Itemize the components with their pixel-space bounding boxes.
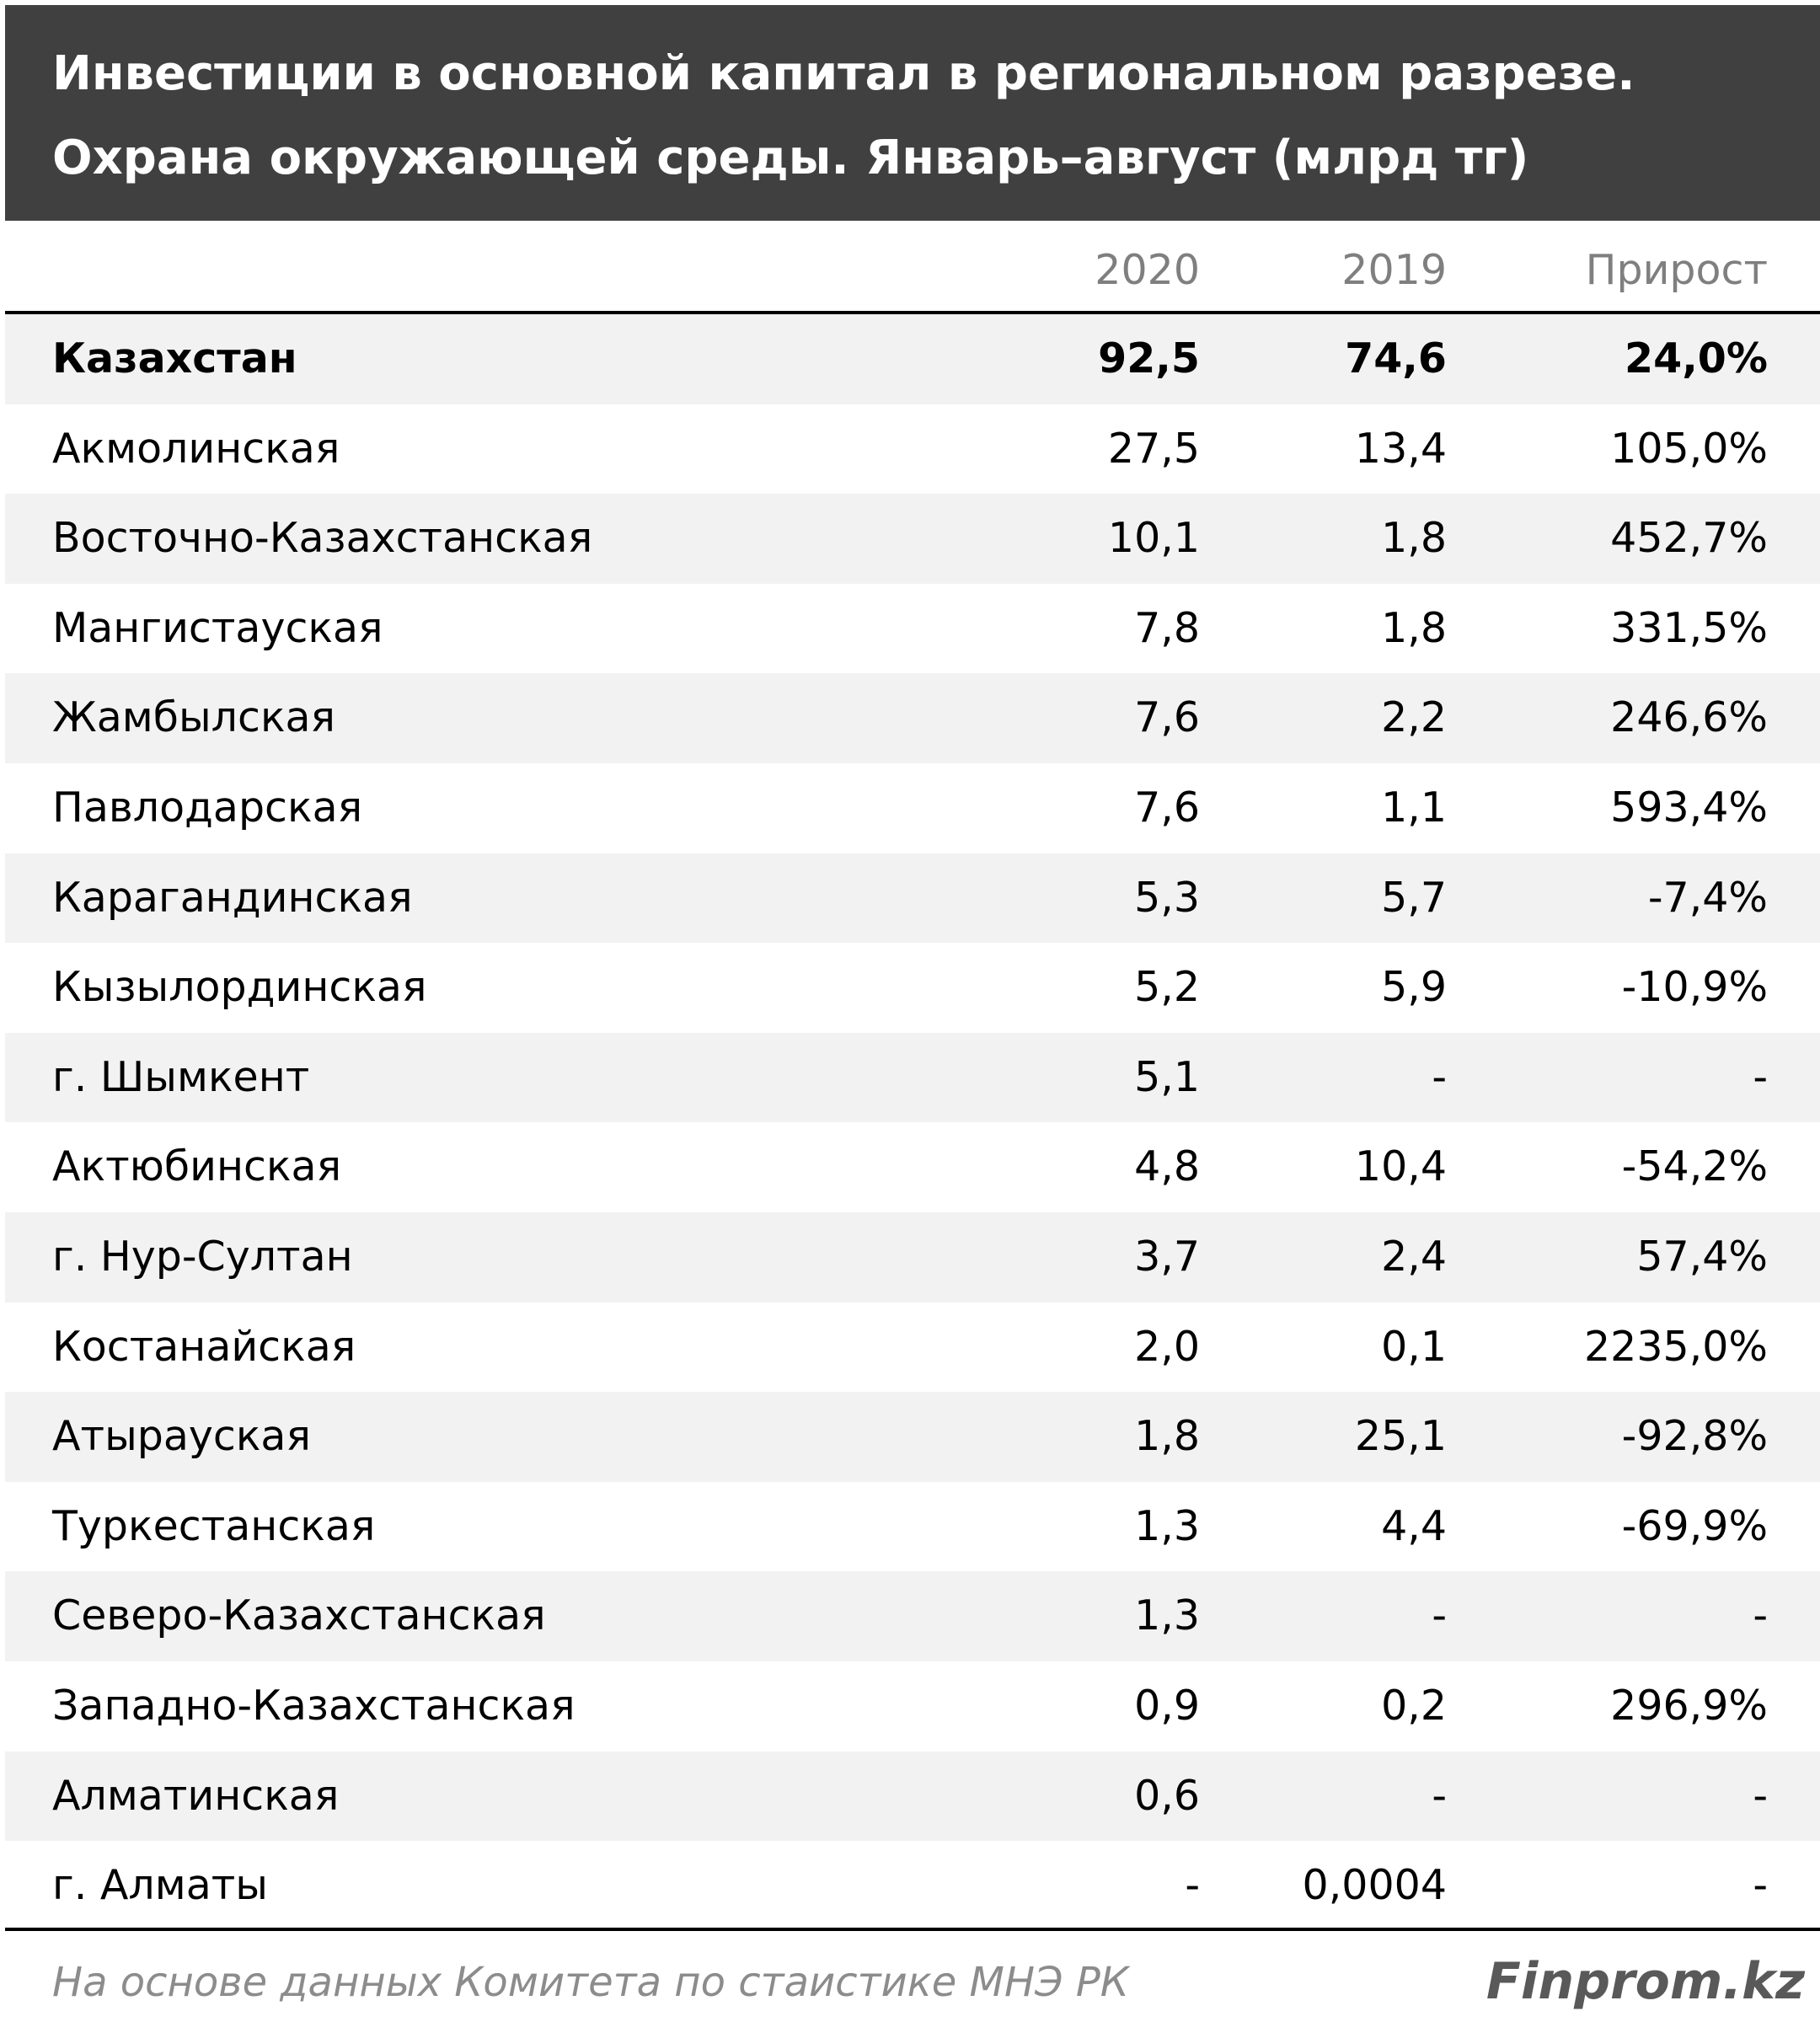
table-value: - bbox=[1432, 1052, 1447, 1101]
header-rule bbox=[5, 311, 1820, 314]
table-value: 2,0 bbox=[1134, 1322, 1200, 1371]
table-value: 0,1 bbox=[1381, 1322, 1447, 1371]
table-value: -92,8% bbox=[1621, 1412, 1768, 1461]
region-name: Алматинская bbox=[52, 1771, 340, 1820]
table-value: 1,1 bbox=[1381, 784, 1447, 832]
table-value: 27,5 bbox=[1107, 424, 1200, 473]
bottom-rule bbox=[5, 1928, 1820, 1931]
table-value: - bbox=[1753, 1591, 1768, 1640]
row-band bbox=[5, 1212, 1820, 1303]
table-value: 10,4 bbox=[1354, 1142, 1447, 1191]
region-name: Карагандинская bbox=[52, 873, 413, 922]
column-header: 2020 bbox=[1095, 246, 1200, 294]
table-value: 4,4 bbox=[1381, 1501, 1447, 1550]
region-name: г. Алматы bbox=[52, 1861, 268, 1910]
table-value: 593,4% bbox=[1610, 784, 1768, 832]
table-value: 13,4 bbox=[1354, 424, 1447, 473]
table-value: 1,8 bbox=[1381, 603, 1447, 652]
table-value: -69,9% bbox=[1621, 1501, 1768, 1550]
table-value: 1,3 bbox=[1134, 1591, 1200, 1640]
table-value: 296,9% bbox=[1610, 1682, 1768, 1730]
table-value: 7,6 bbox=[1134, 693, 1200, 742]
region-name: Туркестанская bbox=[52, 1501, 376, 1550]
region-name: Казахстан bbox=[52, 334, 297, 382]
header-band bbox=[5, 5, 1820, 221]
table-value: 1,3 bbox=[1134, 1501, 1200, 1550]
region-name: г. Шымкент bbox=[52, 1052, 310, 1101]
table-value: - bbox=[1185, 1861, 1200, 1910]
region-name: Кызылординская bbox=[52, 963, 427, 1012]
region-name: Восточно-Казахстанская bbox=[52, 514, 593, 563]
table-value: 2,4 bbox=[1381, 1233, 1447, 1281]
table-value: 25,1 bbox=[1354, 1412, 1447, 1461]
table-value: 5,9 bbox=[1381, 963, 1447, 1012]
table-value: 1,8 bbox=[1381, 514, 1447, 563]
table-value: 10,1 bbox=[1107, 514, 1200, 563]
table-value: -54,2% bbox=[1621, 1142, 1768, 1191]
table-value: 74,6 bbox=[1345, 334, 1447, 382]
table-value: 5,3 bbox=[1134, 873, 1200, 922]
table-value: 3,7 bbox=[1134, 1233, 1200, 1281]
table-value: - bbox=[1432, 1771, 1447, 1820]
region-name: Жамбылская bbox=[52, 693, 336, 742]
table-value: 452,7% bbox=[1610, 514, 1768, 563]
table-value: 0,2 bbox=[1381, 1682, 1447, 1730]
table-value: 1,8 bbox=[1134, 1412, 1200, 1461]
row-band bbox=[5, 1392, 1820, 1482]
source-note: На основе данных Комитета по стаистике М… bbox=[52, 1959, 1129, 2006]
table-value: 2,2 bbox=[1381, 693, 1447, 742]
table-value: 0,6 bbox=[1134, 1771, 1200, 1820]
row-band bbox=[5, 673, 1820, 763]
table-value: - bbox=[1753, 1771, 1768, 1820]
table-value: - bbox=[1432, 1591, 1447, 1640]
table-value: 2235,0% bbox=[1583, 1322, 1768, 1371]
table-value: 331,5% bbox=[1610, 603, 1768, 652]
table-value: 105,0% bbox=[1610, 424, 1768, 473]
table-value: 24,0% bbox=[1625, 334, 1768, 382]
table-value: -10,9% bbox=[1621, 963, 1768, 1012]
table-value: 7,8 bbox=[1134, 603, 1200, 652]
table-value: 5,1 bbox=[1134, 1052, 1200, 1101]
row-band bbox=[5, 853, 1820, 944]
table-value: 5,2 bbox=[1134, 963, 1200, 1012]
table-value: 4,8 bbox=[1134, 1142, 1200, 1191]
table-value: 0,0004 bbox=[1302, 1861, 1447, 1910]
table-value: - bbox=[1753, 1052, 1768, 1101]
table-value: 57,4% bbox=[1636, 1233, 1768, 1281]
table-value: 0,9 bbox=[1134, 1682, 1200, 1730]
region-name: Акмолинская bbox=[52, 424, 340, 473]
region-name: Павлодарская bbox=[52, 784, 363, 832]
table-value: 246,6% bbox=[1610, 693, 1768, 742]
table-value: 92,5 bbox=[1098, 334, 1200, 382]
region-name: Костанайская bbox=[52, 1322, 356, 1371]
table-value: - bbox=[1753, 1861, 1768, 1910]
region-name: Западно-Казахстанская bbox=[52, 1682, 575, 1730]
row-band bbox=[5, 314, 1820, 404]
table-value: -7,4% bbox=[1647, 873, 1768, 922]
row-band bbox=[5, 1032, 1820, 1123]
region-name: Северо-Казахстанская bbox=[52, 1591, 546, 1640]
title-line: Инвестиции в основной капитал в регионал… bbox=[52, 46, 1635, 101]
table-value: 5,7 bbox=[1381, 873, 1447, 922]
title-line: Охрана окружающей среды. Январь–август (… bbox=[52, 131, 1529, 185]
region-name: г. Нур-Султан bbox=[52, 1233, 353, 1281]
brand: Finprom.kz bbox=[1485, 1952, 1805, 2011]
column-header: 2019 bbox=[1341, 246, 1447, 294]
region-name: Атырауская bbox=[52, 1412, 311, 1461]
row-band bbox=[5, 494, 1820, 584]
row-band bbox=[5, 1751, 1820, 1842]
row-band bbox=[5, 1571, 1820, 1661]
table-value: 7,6 bbox=[1134, 784, 1200, 832]
region-name: Актюбинская bbox=[52, 1142, 342, 1191]
column-header: Прирост bbox=[1585, 246, 1768, 294]
region-name: Мангистауская bbox=[52, 603, 383, 652]
